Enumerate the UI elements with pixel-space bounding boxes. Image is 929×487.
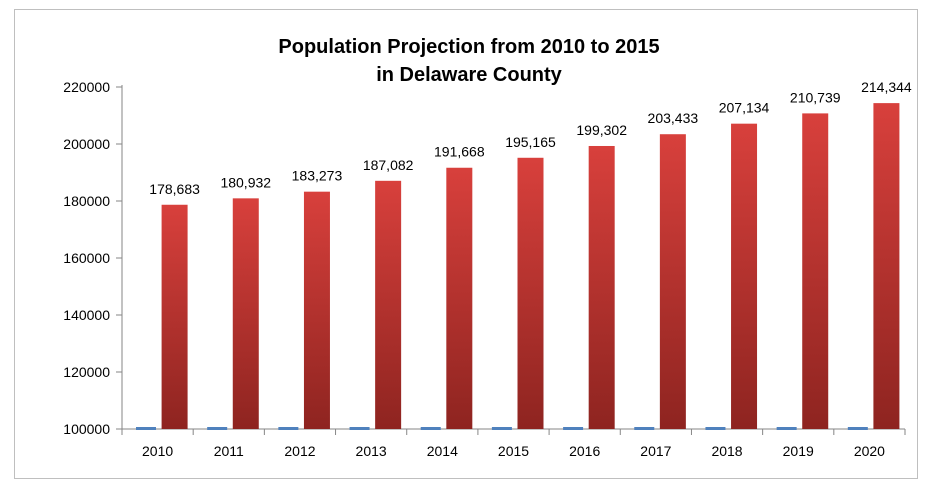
y-axis: 100000 120000 140000 160000 180000 200000 2200… — [63, 79, 122, 437]
x-tick-label: 2010 — [142, 443, 173, 459]
x-tick-label: 2016 — [569, 443, 600, 459]
secondary-marker — [207, 427, 227, 430]
x-tick-label: 2013 — [356, 443, 387, 459]
x-tick-label: 2014 — [427, 443, 458, 459]
data-label: 180,932 — [220, 174, 271, 190]
secondary-marker — [136, 427, 156, 430]
chart-title: Population Projection from 2010 to 2015 … — [278, 36, 659, 86]
secondary-marker — [492, 427, 512, 430]
data-label: 199,302 — [576, 122, 627, 138]
data-label: 195,165 — [505, 134, 556, 150]
secondary-marker — [563, 427, 583, 430]
x-axis: 2010 2011 2012 2013 2014 2015 2016 2017 2018 2019… — [122, 429, 905, 459]
bar — [518, 158, 544, 429]
chart-title-line-2: in Delaware County — [376, 64, 562, 86]
data-label: 203,433 — [648, 110, 699, 126]
secondary-marker — [278, 427, 298, 430]
data-label: 187,082 — [363, 157, 414, 173]
y-tick-label: 160000 — [63, 250, 110, 266]
secondary-marker — [848, 427, 868, 430]
bar-series — [162, 103, 900, 429]
secondary-marker — [777, 427, 797, 430]
bar — [731, 124, 757, 429]
bar — [660, 134, 686, 429]
data-label: 214,344 — [861, 79, 912, 95]
x-tick-label: 2018 — [711, 443, 742, 459]
bar — [375, 181, 401, 429]
bar — [589, 146, 615, 429]
secondary-marker — [421, 427, 441, 430]
data-label: 210,739 — [790, 89, 841, 105]
chart-frame: Population Projection from 2010 to 2015 … — [14, 9, 918, 479]
chart-title-line-1: Population Projection from 2010 to 2015 — [278, 36, 659, 58]
y-tick-label: 140000 — [63, 307, 110, 323]
x-tick-label: 2012 — [284, 443, 315, 459]
bar — [802, 113, 828, 429]
x-tick-label: 2020 — [854, 443, 885, 459]
secondary-marker — [705, 427, 725, 430]
bar — [304, 192, 330, 429]
secondary-marker — [634, 427, 654, 430]
x-tick-label: 2015 — [498, 443, 529, 459]
secondary-marker — [350, 427, 370, 430]
x-tick-label: 2011 — [214, 443, 244, 459]
y-tick-label: 100000 — [63, 421, 110, 437]
y-tick-label: 200000 — [63, 136, 110, 152]
y-tick-label: 180000 — [63, 193, 110, 209]
bar — [446, 168, 472, 429]
bar — [873, 103, 899, 429]
x-tick-label: 2019 — [783, 443, 814, 459]
data-label: 183,273 — [292, 168, 343, 184]
y-tick-label: 120000 — [63, 364, 110, 380]
data-label: 207,134 — [719, 100, 770, 116]
bar — [233, 198, 259, 429]
data-label: 191,668 — [434, 144, 485, 160]
bar — [162, 205, 188, 429]
y-tick-label: 220000 — [63, 79, 110, 95]
data-label: 178,683 — [149, 181, 200, 197]
chart-svg: Population Projection from 2010 to 2015 … — [15, 10, 919, 480]
x-tick-label: 2017 — [640, 443, 671, 459]
